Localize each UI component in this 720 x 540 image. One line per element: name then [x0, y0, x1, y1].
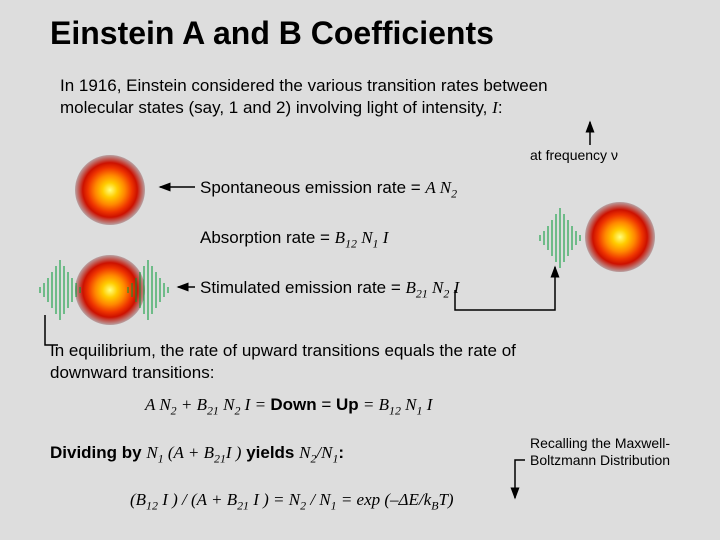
intro-line1: In 1916, Einstein considered the various… — [60, 76, 548, 95]
eq2-p2: I ) / (A + B — [158, 490, 237, 509]
rate2-N: N — [357, 228, 373, 247]
rate1-sub: 2 — [451, 186, 457, 200]
div-paren2: I ) — [226, 443, 242, 462]
freq-sym: ν — [611, 147, 618, 163]
div-colon: : — [338, 443, 344, 462]
intro-I: I — [492, 98, 498, 117]
page-title: Einstein A and B Coefficients — [50, 15, 494, 52]
eq1-down: Down — [270, 395, 316, 414]
rate3-label: Stimulated emission rate = — [200, 278, 406, 297]
div-N2: N — [299, 443, 310, 462]
eq1-AN: A N — [145, 395, 171, 414]
eq1-N: N — [219, 395, 235, 414]
recall-line1: Recalling the Maxwell- — [530, 435, 670, 451]
eq1-21: 21 — [207, 403, 219, 417]
eq2-p5: = exp (–ΔE/k — [337, 490, 432, 509]
eq1-eqB: = B — [359, 395, 389, 414]
eq1-I: I = — [240, 395, 270, 414]
rate2-B: B — [335, 228, 345, 247]
eq1-up: Up — [336, 395, 359, 414]
eq2-21: 21 — [237, 498, 249, 512]
eq2-12: 12 — [146, 498, 158, 512]
rate3-N: N — [428, 278, 444, 297]
final-equation: (B12 I ) / (A + B21 I ) = N2 / N1 = exp … — [130, 490, 454, 513]
recall-line2: Boltzmann Distribution — [530, 452, 670, 468]
equilibrium-equation: A N2 + B21 N2 I = Down = Up = B12 N1 I — [145, 395, 432, 418]
eq1-plusB: + B — [177, 395, 207, 414]
equilib-line2: downward transitions: — [50, 363, 214, 382]
equilib-line1: In equilibrium, the rate of upward trans… — [50, 341, 516, 360]
rate2-label: Absorption rate = — [200, 228, 335, 247]
div-yields: yields — [241, 443, 299, 462]
eq2-p4: / N — [306, 490, 331, 509]
rate1-label: Spontaneous emission rate = — [200, 178, 425, 197]
stimulated-emission-rate: Stimulated emission rate = B21 N2 I — [200, 278, 459, 301]
eq1-I2: I — [422, 395, 432, 414]
eq1-mid: = — [317, 395, 336, 414]
absorption-rate: Absorption rate = B12 N1 I — [200, 228, 388, 251]
wave-packet-2 — [118, 260, 178, 320]
eq2-p6: T) — [438, 490, 453, 509]
rate1-AN: A N — [425, 178, 451, 197]
div-N: N — [146, 443, 157, 462]
spontaneous-emission-rate: Spontaneous emission rate = A N2 — [200, 178, 457, 201]
eq2-p3: I ) = N — [249, 490, 300, 509]
rate2-12: 12 — [345, 236, 357, 250]
freq-pre: at frequency — [530, 147, 611, 163]
rate3-I: I — [449, 278, 459, 297]
div-paren1: (A + B — [164, 443, 214, 462]
rate2-I: I — [379, 228, 389, 247]
glow-sprite-2 — [585, 202, 655, 272]
div-21: 21 — [214, 451, 226, 465]
dividing-text: Dividing by N1 (A + B21I ) yields N2/N1: — [50, 443, 344, 466]
eq1-12: 12 — [389, 403, 401, 417]
div-pre: Dividing by — [50, 443, 146, 462]
intro-text: In 1916, Einstein considered the various… — [60, 75, 680, 119]
rate3-B: B — [406, 278, 416, 297]
wave-packet-1 — [30, 260, 90, 320]
frequency-note: at frequency ν — [530, 147, 618, 163]
eq2-p1: (B — [130, 490, 146, 509]
intro-line2: molecular states (say, 1 and 2) involvin… — [60, 98, 492, 117]
maxwell-boltzmann-note: Recalling the Maxwell- Boltzmann Distrib… — [530, 435, 670, 469]
equilibrium-text: In equilibrium, the rate of upward trans… — [50, 340, 670, 384]
glow-sprite-1 — [75, 155, 145, 225]
wave-packet-3 — [530, 208, 590, 268]
rate3-21: 21 — [416, 286, 428, 300]
eq1-N1: N — [401, 395, 417, 414]
div-slash: /N — [316, 443, 332, 462]
